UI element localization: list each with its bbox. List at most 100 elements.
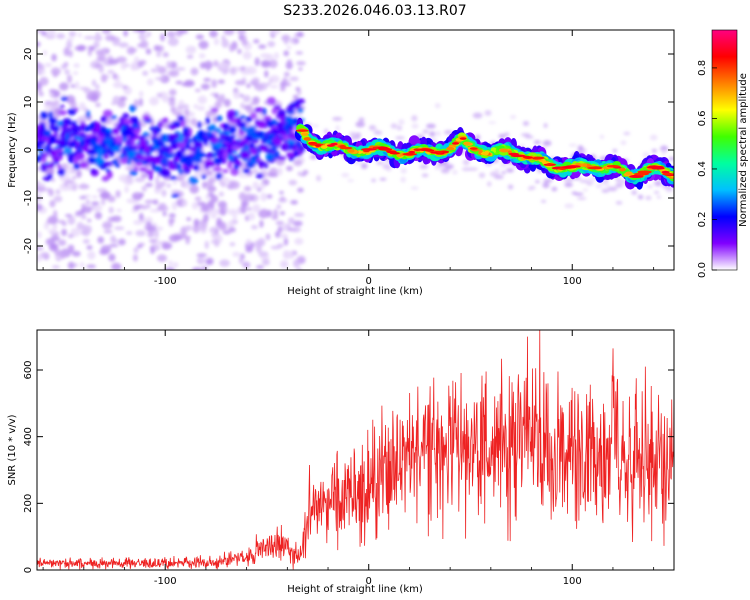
spectrogram-noise-blob	[279, 87, 286, 92]
snr-x-ticks: -100 0 100	[42, 330, 655, 587]
spectrogram-signal-blob	[79, 139, 86, 148]
spectrogram-noise-blob	[133, 247, 139, 254]
spectrogram-noise-blob	[138, 90, 144, 98]
spectrogram-noise-blob	[145, 182, 153, 188]
spectrogram-noise-blob	[233, 91, 241, 99]
spectrogram-noise-blob	[120, 61, 127, 70]
spectrogram-signal-blob	[138, 139, 148, 148]
spectrogram-noise-blob	[79, 86, 89, 90]
y-tick-label: -10	[23, 190, 34, 206]
spectrogram-signal-blob	[231, 145, 240, 151]
spectrogram-noise-blob	[289, 250, 295, 259]
spectrogram-noise-blob	[132, 254, 138, 262]
spectrogram-noise-blob	[203, 213, 209, 223]
spectrogram-noise-blob	[149, 238, 157, 243]
spectrogram-signal-blob	[112, 129, 120, 135]
spectrogram-noise-blob	[49, 199, 56, 208]
spectrogram-signal-blob	[67, 108, 77, 116]
spectrogram-noise-blob	[533, 140, 541, 145]
spectrogram-noise-blob	[660, 145, 668, 152]
spectrogram-noise-blob	[542, 140, 552, 147]
spectrogram-signal-blob	[59, 104, 65, 109]
spectrogram-ridge-mark	[500, 148, 509, 153]
spectrogram-noise-blob	[186, 55, 194, 59]
spectrogram-noise-blob	[653, 180, 661, 187]
spectrogram-signal-blob	[114, 135, 123, 144]
spectrogram-noise-blob	[656, 195, 661, 199]
spectrogram-signal-blob	[152, 155, 163, 165]
spectrogram-ridge-mark	[408, 150, 416, 154]
spectrogram-noise-blob	[37, 203, 43, 211]
spectrogram-noise-blob	[142, 70, 149, 76]
spectrogram-noise-blob	[168, 260, 173, 267]
spectrogram-noise-blob	[108, 244, 119, 248]
spectrogram-ridge-mark	[508, 152, 519, 156]
spectrogram-signal-blob	[175, 151, 183, 159]
spectrogram-noise-blob	[214, 93, 219, 99]
spectrogram-signal-blob	[250, 147, 258, 155]
spectrogram-signal-blob	[219, 152, 224, 157]
spectrogram-noise-blob	[528, 185, 536, 190]
spectrogram-noise-blob	[166, 60, 172, 69]
spectrogram-noise-blob	[543, 178, 553, 183]
spectrogram-noise-blob	[162, 95, 171, 103]
spectrogram-noise-blob	[283, 36, 289, 45]
spectrogram-noise-blob	[298, 67, 303, 71]
spectrogram-noise-blob	[279, 81, 287, 89]
spectrogram-noise-blob	[168, 96, 176, 102]
spectrogram-noise-blob	[487, 181, 492, 187]
spectrogram-noise-blob	[37, 254, 43, 262]
spectrogram-x-label: Height of straight line (km)	[287, 286, 423, 297]
spectrogram-signal-blob	[126, 150, 137, 159]
spectrogram-signal-blob	[118, 116, 125, 124]
spectrogram-noise-blob	[61, 228, 68, 237]
spectrogram-noise-blob	[373, 130, 383, 135]
spectrogram-signal-blob	[111, 145, 121, 153]
colorbar-label: Normalized spectral amplitude	[738, 73, 749, 227]
spectrogram-signal-blob	[160, 133, 166, 141]
spectrogram-ridge-mark	[522, 155, 530, 159]
spectrogram-noise-blob	[64, 69, 70, 75]
spectrogram-signal-blob	[169, 176, 178, 181]
spectrogram-noise-blob	[577, 145, 584, 151]
spectrogram-noise-blob	[277, 167, 283, 176]
spectrogram-signal-blob	[205, 116, 211, 125]
spectrogram-noise-blob	[71, 176, 77, 180]
spectrogram-ridge-mark	[587, 166, 603, 170]
spectrogram-noise-blob	[200, 257, 208, 261]
spectrogram-noise-blob	[271, 215, 279, 220]
spectrogram-noise-blob	[507, 184, 514, 190]
spectrogram-noise-blob	[77, 32, 82, 38]
spectrogram-noise-blob	[285, 60, 293, 70]
spectrogram-noise-blob	[37, 182, 46, 187]
spectrogram-noise-blob	[118, 42, 129, 48]
spectrogram-noise-blob	[252, 181, 259, 190]
spectrogram-ridge-mark	[377, 146, 388, 150]
spectrogram-noise-blob	[67, 233, 74, 239]
spectrogram-noise-blob	[623, 131, 631, 136]
spectrogram-noise-blob	[216, 217, 222, 225]
spectrogram-signal-blob	[142, 131, 150, 137]
spectrogram-noise-blob	[124, 185, 129, 194]
spectrogram-noise-blob	[87, 218, 92, 223]
spectrogram-signal-blob	[127, 146, 138, 151]
spectrogram-noise-blob	[281, 261, 288, 269]
spectrogram-signal-blob	[72, 124, 81, 134]
spectrogram-signal-blob	[278, 130, 288, 135]
spectrogram-noise-blob	[112, 263, 121, 267]
spectrogram-signal-blob	[212, 167, 223, 172]
spectrogram-signal-blob	[48, 123, 57, 131]
spectrogram-noise-blob	[274, 230, 281, 238]
spectrogram-noise-blob	[478, 172, 486, 179]
spectrogram-noise-blob	[647, 185, 653, 188]
spectrogram-noise-blob	[217, 200, 228, 209]
spectrogram-signal-blob	[89, 122, 96, 131]
spectrogram-noise-blob	[433, 165, 442, 171]
spectrogram-noise-blob	[411, 115, 418, 122]
spectrogram-signal-blob	[62, 123, 67, 129]
spectrogram-noise-blob	[434, 131, 442, 137]
spectrogram-noise-blob	[230, 67, 236, 75]
spectrogram-ridge-mark	[330, 142, 338, 146]
spectrogram-noise-blob	[204, 240, 209, 250]
spectrogram-signal-blob	[221, 142, 227, 148]
